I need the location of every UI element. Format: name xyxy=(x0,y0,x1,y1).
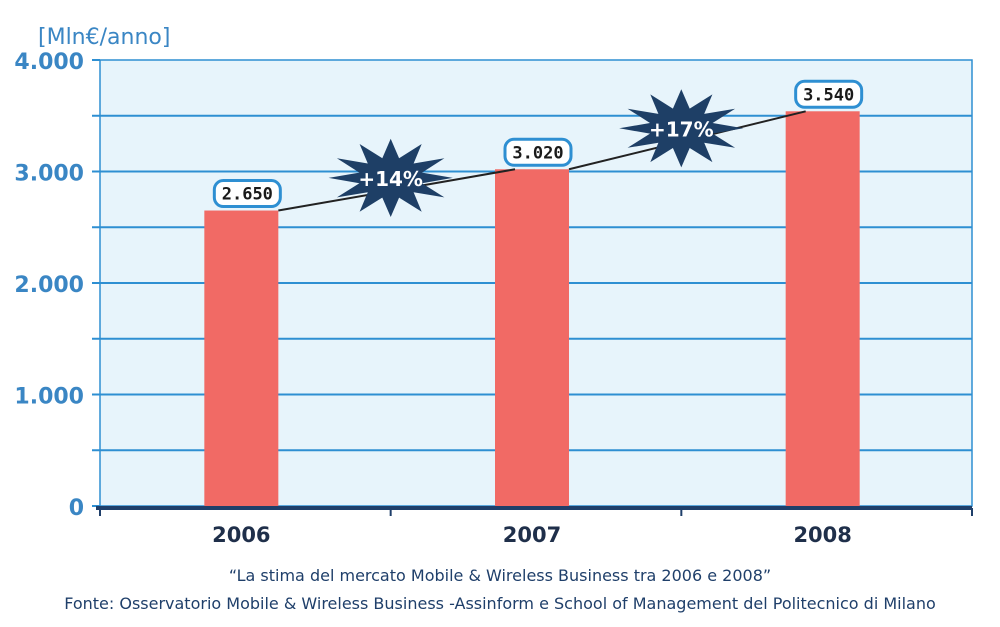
growth-star-icon xyxy=(328,138,453,217)
growth-badges: +14% +17% xyxy=(328,89,744,217)
y-tick-label: 4.000 xyxy=(14,50,84,75)
x-axis: 2006 2007 2008 xyxy=(96,506,973,547)
y-tick-label: 1.000 xyxy=(14,385,84,410)
x-tick-label: 2008 xyxy=(793,523,851,547)
value-label-box xyxy=(503,137,573,167)
y-tick-label: 3.000 xyxy=(14,162,84,187)
y-tick-label: 0 xyxy=(69,496,84,521)
value-label-box xyxy=(794,79,864,109)
value-label: 3.540 xyxy=(803,85,854,105)
y-tick-labels: 0 1.000 2.000 3.000 4.000 xyxy=(14,50,84,521)
x-tick-label: 2007 xyxy=(503,523,561,547)
source-note: Fonte: Osservatorio Mobile & Wireless Bu… xyxy=(64,594,936,613)
bars xyxy=(204,111,860,506)
y-tick-label: 2.000 xyxy=(14,273,84,298)
y-axis-label: [Mln€/anno] xyxy=(38,25,170,50)
value-labels: 2.650 3.020 3.540 xyxy=(212,79,864,209)
growth-label: +14% xyxy=(358,167,423,191)
value-label: 2.650 xyxy=(222,185,273,205)
bar-2008 xyxy=(785,111,860,506)
growth-label: +17% xyxy=(649,117,714,141)
value-label-box xyxy=(212,179,282,209)
bar-2006 xyxy=(204,210,279,506)
bar-2007 xyxy=(495,169,569,506)
chart-caption: “La stima del mercato Mobile & Wireless … xyxy=(228,566,772,585)
x-tick-label: 2006 xyxy=(212,523,270,547)
value-label: 3.020 xyxy=(512,143,563,163)
growth-star-icon xyxy=(619,89,744,168)
